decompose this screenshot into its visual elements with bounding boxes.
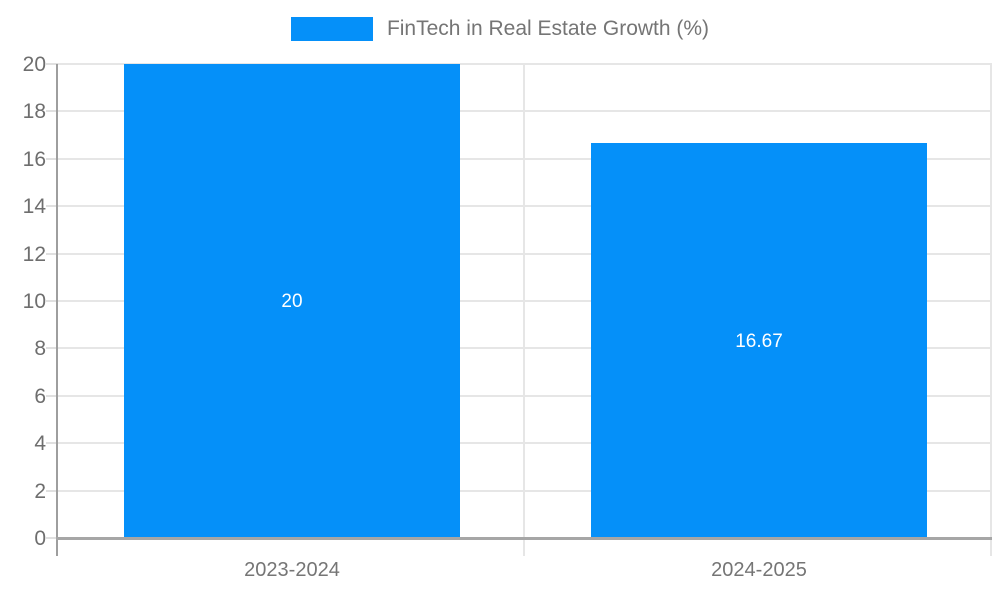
gridline (58, 300, 992, 302)
y-axis-tick (46, 347, 58, 349)
gridline (58, 442, 992, 444)
plot-right-border (990, 64, 992, 556)
y-axis-tick (46, 253, 58, 255)
y-axis-tick-label: 14 (22, 195, 46, 218)
bar[interactable] (591, 143, 927, 537)
category-separator-line (523, 64, 525, 556)
y-axis-tick (46, 205, 58, 207)
gridline (58, 63, 992, 65)
gridline (58, 158, 992, 160)
y-axis-tick-label: 4 (34, 432, 46, 455)
bar-value-label: 16.67 (735, 331, 783, 352)
chart-legend: FinTech in Real Estate Growth (%) (0, 17, 1000, 41)
y-axis-tick-label: 12 (22, 243, 46, 266)
gridline (58, 347, 992, 349)
y-axis-tick (46, 110, 58, 112)
y-axis-tick (46, 158, 58, 160)
y-axis-tick-label: 8 (34, 337, 46, 360)
y-axis-line (56, 64, 58, 556)
x-axis-line (56, 537, 992, 540)
legend-swatch-icon (290, 17, 373, 41)
y-axis-tick (46, 300, 58, 302)
gridline (58, 205, 992, 207)
bar[interactable] (124, 64, 460, 537)
y-axis-tick (46, 490, 58, 492)
x-axis-category-label: 2024-2025 (711, 559, 807, 581)
y-axis-tick-label: 0 (34, 527, 46, 550)
gridline (58, 395, 992, 397)
y-axis-tick-label: 16 (22, 148, 46, 171)
y-axis-tick-label: 6 (34, 385, 46, 408)
y-axis-tick-label: 20 (22, 53, 46, 76)
legend-series-label: FinTech in Real Estate Growth (%) (386, 17, 710, 40)
bar-value-label: 20 (281, 291, 303, 312)
gridline (58, 490, 992, 492)
x-axis-category-label: 2023-2024 (244, 559, 340, 581)
y-axis-tick (46, 395, 58, 397)
gridline (58, 110, 992, 112)
y-axis-tick-label: 18 (22, 100, 46, 123)
y-axis-tick-label: 2 (34, 480, 46, 503)
y-axis-tick-label: 10 (22, 290, 46, 313)
y-axis-tick (46, 537, 58, 539)
y-axis-tick (46, 442, 58, 444)
y-axis-tick (46, 63, 58, 65)
gridline (58, 253, 992, 255)
